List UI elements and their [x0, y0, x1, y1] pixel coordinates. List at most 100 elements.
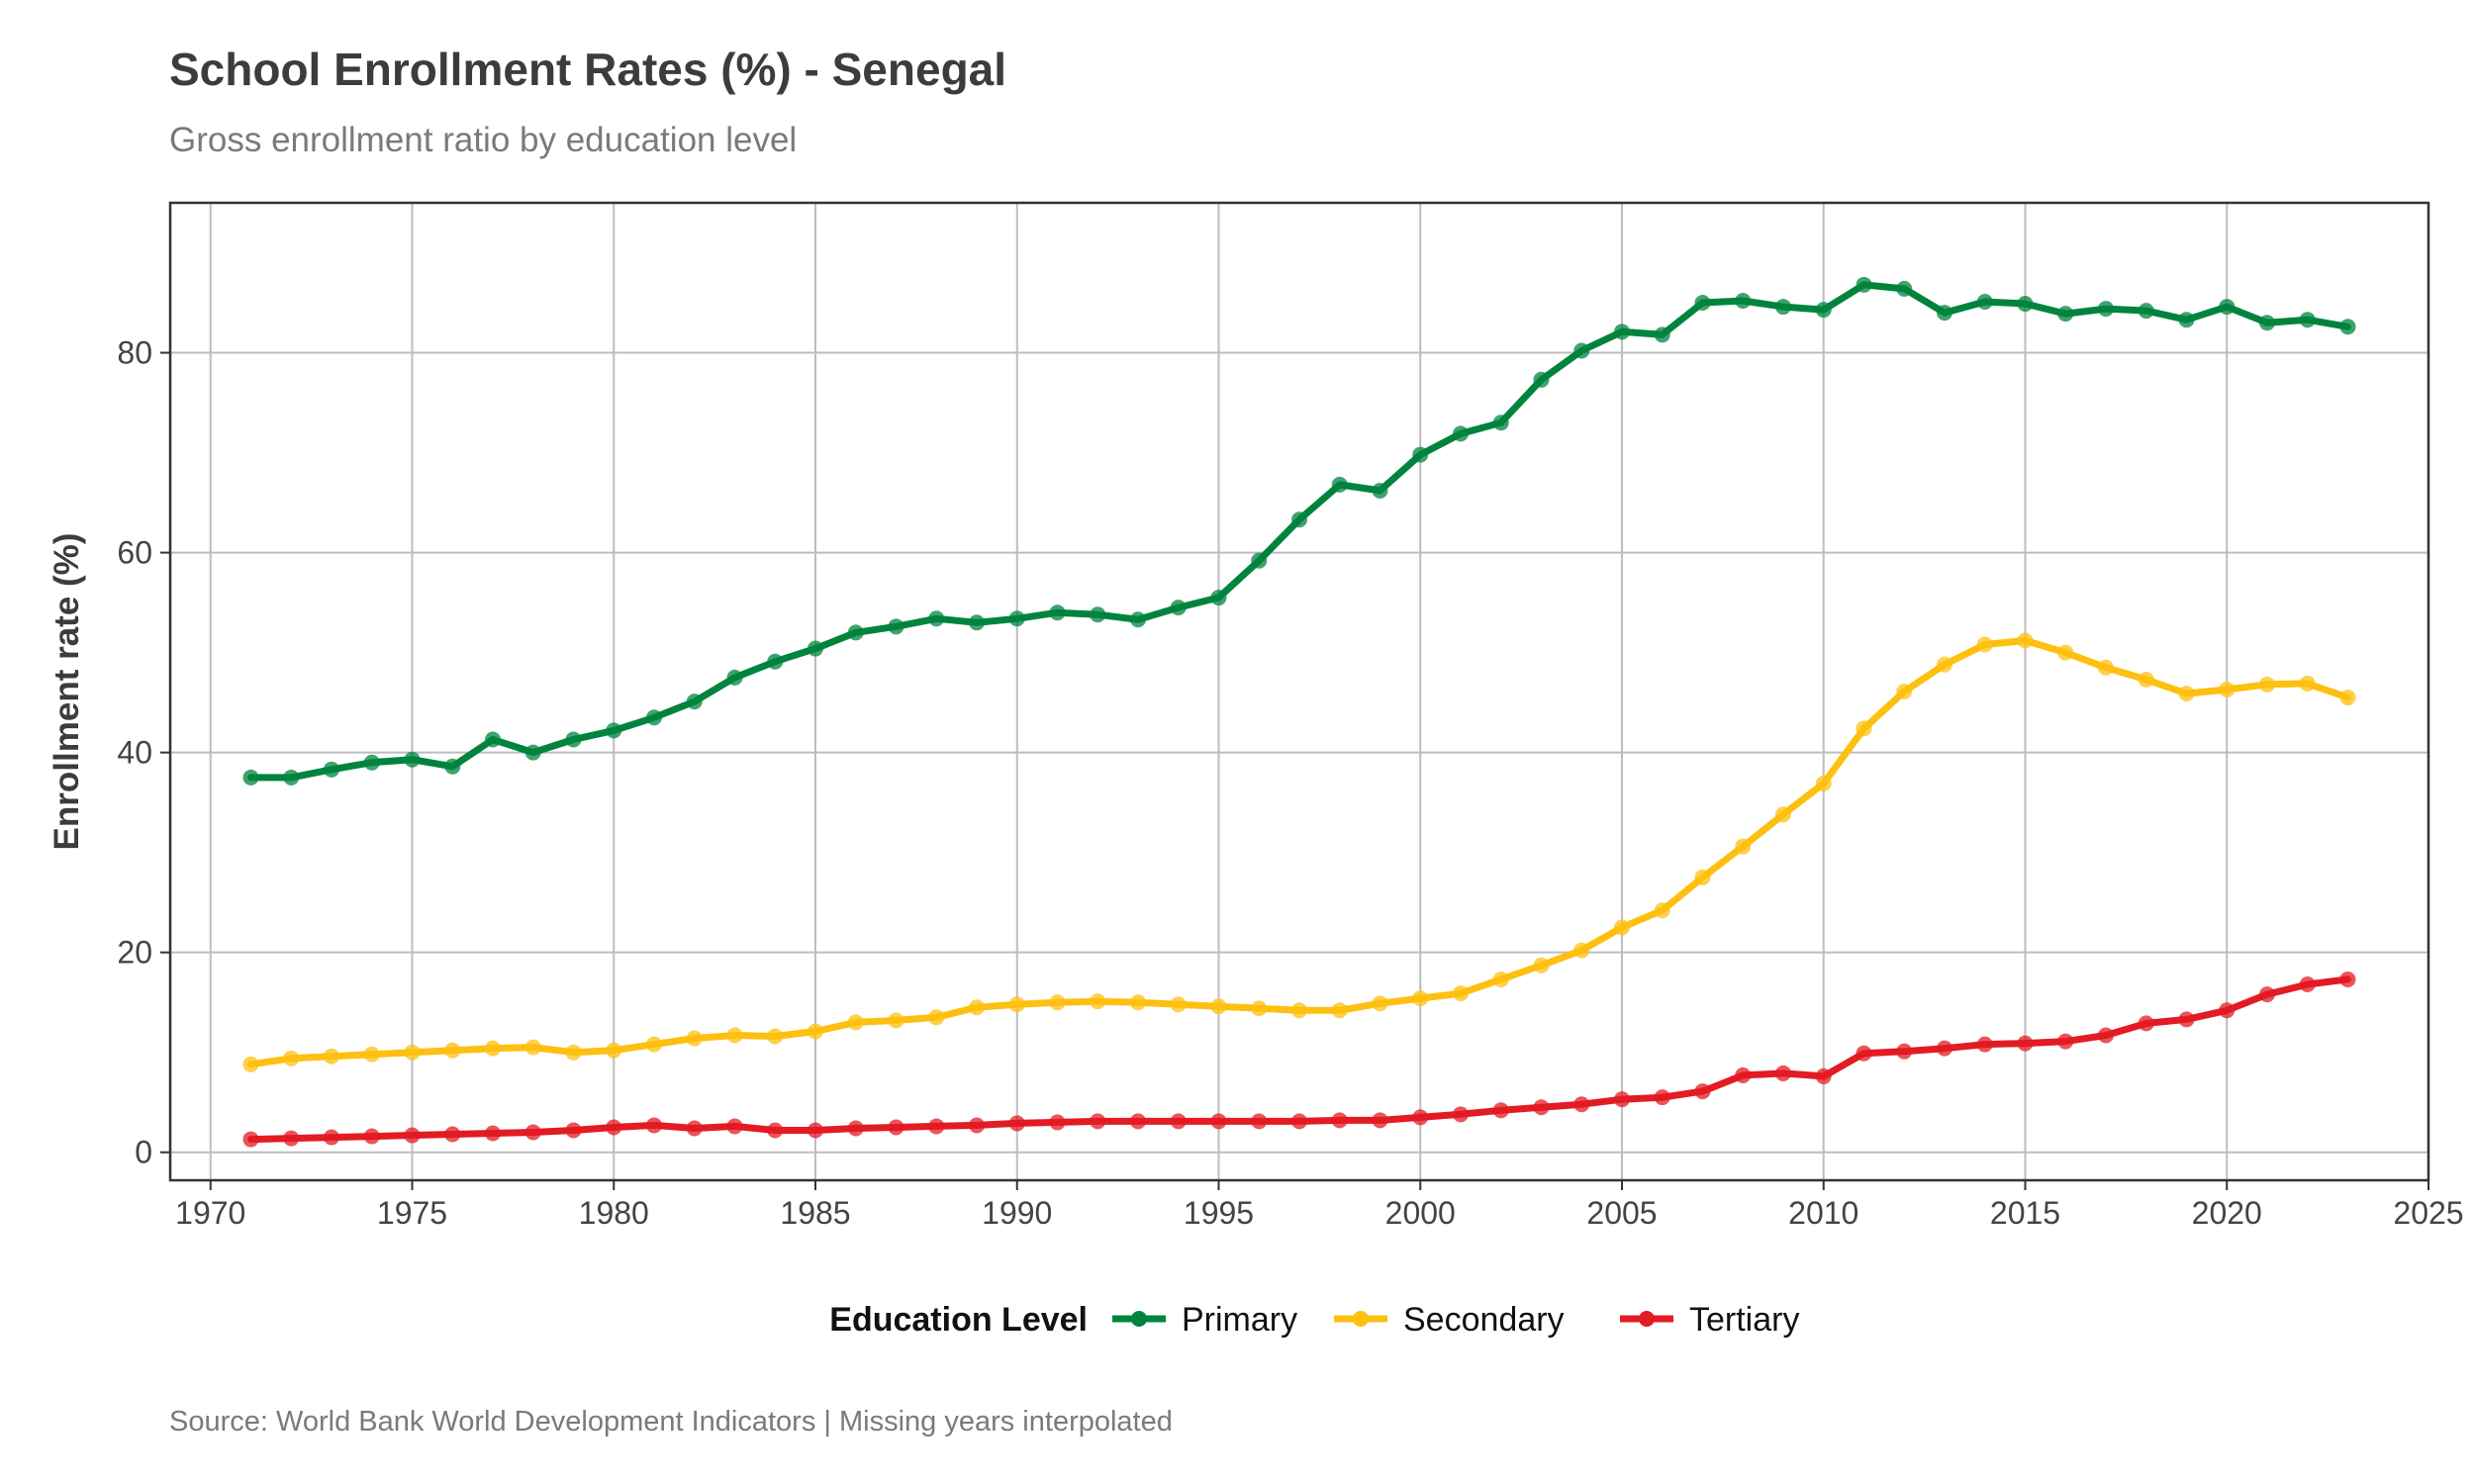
data-point-primary [888, 618, 904, 635]
x-tick-label: 2010 [1788, 1195, 1858, 1231]
data-point-primary [524, 744, 541, 761]
data-point-tertiary [2057, 1033, 2074, 1050]
data-point-primary [1453, 425, 1469, 442]
data-point-primary [2138, 303, 2154, 320]
data-point-secondary [363, 1046, 380, 1063]
data-point-tertiary [485, 1125, 501, 1142]
data-point-secondary [2057, 644, 2074, 661]
legend-item-tertiary: Tertiary [1620, 1301, 1799, 1339]
y-tick-label: 80 [117, 335, 152, 371]
data-point-primary [1492, 415, 1509, 431]
series-primary [242, 276, 2356, 786]
data-point-primary [324, 761, 339, 778]
x-tick-label: 2000 [1385, 1195, 1456, 1231]
axis-ticks: 1970 1975 1980 1985 1990 1995 2000 2005 2010 2015… [117, 335, 2463, 1231]
data-point-primary [2219, 299, 2236, 316]
legend: Education Level Primary Secondary Tertiary [829, 1301, 1799, 1339]
data-point-primary [1815, 302, 1832, 319]
data-point-tertiary [969, 1117, 985, 1134]
data-point-tertiary [726, 1118, 743, 1135]
data-point-tertiary [565, 1122, 582, 1139]
data-point-primary [1049, 604, 1066, 621]
data-point-tertiary [1775, 1065, 1791, 1081]
legend-key-point [1131, 1311, 1147, 1327]
legend-label: Tertiary [1689, 1301, 1799, 1339]
data-point-tertiary [2098, 1027, 2114, 1044]
data-point-secondary [1856, 720, 1872, 737]
data-point-tertiary [2178, 1011, 2195, 1028]
plot-panel-border [168, 201, 2430, 1182]
data-point-tertiary [1694, 1083, 1711, 1100]
data-point-secondary [444, 1042, 461, 1059]
data-point-secondary [2138, 671, 2154, 688]
data-point-secondary [847, 1014, 864, 1031]
data-point-secondary [324, 1048, 339, 1065]
data-point-tertiary [606, 1119, 622, 1136]
data-point-secondary [2299, 675, 2316, 692]
data-point-secondary [726, 1027, 743, 1044]
data-point-primary [1937, 305, 1952, 322]
data-point-secondary [2339, 690, 2356, 706]
data-point-tertiary [888, 1119, 904, 1136]
data-point-primary [847, 624, 864, 641]
series-line-secondary [247, 637, 2351, 1068]
data-point-tertiary [1130, 1113, 1146, 1130]
data-point-secondary [1049, 994, 1066, 1011]
x-tick-label: 1985 [780, 1195, 850, 1231]
data-point-primary [1251, 552, 1268, 569]
chart-subtitle: Gross enrollment ratio by education leve… [169, 121, 797, 159]
data-point-secondary [2178, 686, 2195, 702]
data-point-secondary [767, 1028, 784, 1045]
data-point-secondary [1331, 1002, 1348, 1019]
chart-title: School Enrollment Rates (%) - Senegal [169, 44, 1006, 95]
data-point-secondary [606, 1042, 622, 1059]
series-line-primary [247, 281, 2351, 782]
data-point-secondary [565, 1044, 582, 1061]
data-point-secondary [1654, 902, 1670, 919]
data-point-tertiary [2339, 971, 2356, 987]
x-tick-label: 1990 [982, 1195, 1052, 1231]
data-point-primary [1210, 590, 1227, 606]
data-point-tertiary [1735, 1067, 1752, 1083]
data-point-primary [646, 709, 662, 726]
data-point-tertiary [242, 1131, 259, 1148]
data-point-primary [726, 669, 743, 686]
data-point-secondary [1533, 957, 1550, 974]
data-point-primary [1573, 342, 1590, 359]
data-point-secondary [1735, 838, 1752, 855]
data-point-secondary [888, 1012, 904, 1029]
data-point-tertiary [283, 1130, 300, 1147]
data-point-primary [606, 722, 622, 739]
data-point-secondary [1170, 996, 1187, 1013]
data-point-tertiary [1573, 1096, 1590, 1113]
x-tick-label: 2005 [1586, 1195, 1657, 1231]
data-point-tertiary [1251, 1113, 1268, 1130]
legend-label: Primary [1182, 1301, 1297, 1339]
data-point-secondary [283, 1050, 300, 1067]
data-point-primary [969, 614, 985, 631]
data-point-primary [2178, 312, 2195, 328]
data-point-tertiary [808, 1122, 823, 1139]
data-point-primary [565, 731, 582, 748]
legend-key-point [1639, 1311, 1655, 1327]
data-point-primary [1694, 295, 1711, 312]
data-point-secondary [2098, 659, 2114, 676]
data-point-secondary [524, 1039, 541, 1056]
data-point-tertiary [1492, 1102, 1509, 1119]
data-point-tertiary [646, 1117, 662, 1134]
x-tick-label: 2020 [2192, 1195, 2262, 1231]
x-tick-label: 1980 [579, 1195, 649, 1231]
series-lines [242, 276, 2356, 1148]
data-point-secondary [928, 1009, 945, 1026]
data-point-tertiary [1291, 1113, 1307, 1130]
data-point-primary [1170, 600, 1187, 616]
data-point-tertiary [2259, 986, 2275, 1003]
legend-title: Education Level [829, 1301, 1088, 1339]
data-point-secondary [1412, 990, 1429, 1007]
data-point-secondary [1976, 636, 1993, 653]
data-point-tertiary [324, 1129, 339, 1146]
data-point-secondary [1090, 993, 1106, 1010]
data-point-secondary [1573, 942, 1590, 959]
data-point-tertiary [1654, 1089, 1670, 1106]
data-point-primary [1008, 610, 1025, 627]
